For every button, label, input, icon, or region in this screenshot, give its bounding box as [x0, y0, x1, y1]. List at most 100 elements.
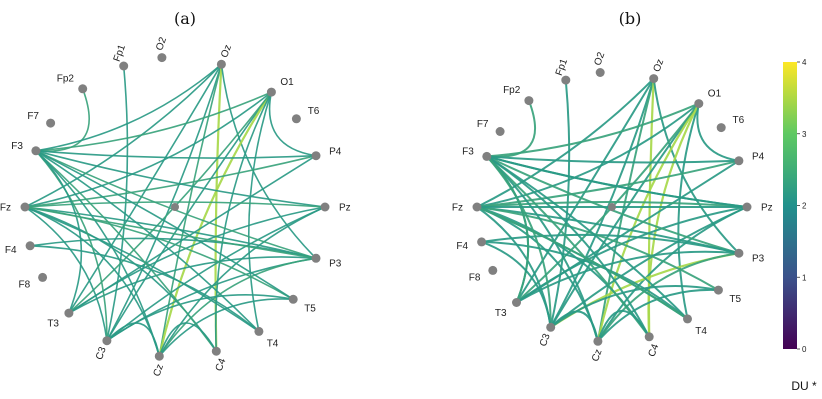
- edge-Pz-T3: [68, 206, 326, 314]
- node-label-P3: P3: [752, 254, 765, 265]
- edge-O1-C4: [214, 91, 273, 352]
- node-F8: [38, 272, 48, 282]
- node-label-F8: F8: [469, 273, 481, 284]
- edge-Oz-Cz: [596, 77, 655, 343]
- node-Pz: [742, 202, 752, 212]
- edge-F3-T3: [485, 155, 530, 304]
- edge-P3-T3: [68, 256, 317, 314]
- node-O1: [694, 99, 704, 109]
- edge-Pz-Cz: [596, 206, 748, 343]
- edge-P4-F3: [35, 150, 317, 159]
- edge-F4-T4: [480, 240, 689, 320]
- node-Cz: [154, 351, 164, 361]
- edge-P3-Cz: [596, 252, 740, 343]
- node-label-F3: F3: [462, 147, 474, 158]
- edge-O1-Cz: [596, 102, 700, 343]
- node-layer-a: Fp1 O2 Oz O1 T6 P4 Pz P3 T5 T4 C4 Cz C3 T3 F8 F4 Fz F3 F7 F…: [0, 35, 351, 378]
- node-label-Pz: Pz: [761, 203, 773, 214]
- edge-P3-Fz: [24, 206, 317, 260]
- edge-O1-P4: [696, 102, 740, 162]
- node-F7: [46, 118, 56, 128]
- edge-Cz-C3: [106, 322, 161, 357]
- connectivity-graph-b: Fp1 O2 Oz O1 T6 P4 Pz P3 T5 T4 C4 Cz C3 T3 F8 F4 Fz F3 F7 F…: [452, 50, 773, 363]
- edge-P4-Fz: [476, 159, 740, 208]
- node-label-T6: T6: [733, 115, 745, 126]
- node-T4: [254, 326, 264, 336]
- panel-a-label: (a): [174, 9, 196, 28]
- edge-O1-Cz: [158, 91, 273, 358]
- edge-Oz-C3: [106, 63, 223, 342]
- center-node: [608, 203, 616, 211]
- node-label-O1: O1: [280, 77, 294, 88]
- node-label-T4: T4: [267, 339, 279, 350]
- node-Oz: [649, 74, 659, 84]
- node-label-Fz: Fz: [0, 203, 11, 214]
- node-F3: [31, 146, 41, 156]
- edge-T5-Cz: [596, 288, 720, 343]
- edge-Fz-T4: [476, 206, 689, 320]
- node-Fp1: [561, 75, 571, 85]
- edge-Fp2-F3: [485, 99, 537, 158]
- node-label-Cz: Cz: [152, 363, 167, 378]
- node-O1: [266, 87, 276, 97]
- node-label-Fp2: Fp2: [503, 85, 521, 96]
- edge-O1-Fz: [476, 102, 700, 208]
- colorbar-tick-label: 4: [802, 58, 807, 67]
- node-F3: [482, 151, 492, 161]
- node-T6: [716, 123, 726, 133]
- node-label-Cz: Cz: [590, 348, 605, 363]
- edge-Cz-C3: [549, 310, 599, 343]
- node-O2: [157, 53, 167, 63]
- edge-Pz-F3: [35, 150, 326, 208]
- edge-T5-Fz: [476, 206, 720, 292]
- node-label-P3: P3: [329, 259, 342, 270]
- edge-Oz-P3: [220, 63, 317, 260]
- node-label-T5: T5: [729, 294, 741, 305]
- edge-Pz-C3: [106, 206, 326, 342]
- edge-Fz-P3: [24, 206, 317, 260]
- node-label-T6: T6: [308, 106, 320, 117]
- edge-T5-C3: [549, 285, 720, 329]
- edge-F3-Oz: [35, 63, 223, 152]
- node-F4: [477, 237, 487, 247]
- colorbar: 0 1 2 3 4 DU *: [783, 58, 817, 393]
- node-label-F8: F8: [19, 280, 31, 291]
- node-label-P4: P4: [329, 146, 342, 157]
- colorbar-ticks: 0 1 2 3 4: [797, 58, 807, 354]
- node-label-T3: T3: [47, 319, 59, 330]
- node-T6: [291, 114, 301, 124]
- edge-C4-F3: [35, 150, 218, 352]
- edge-T4-F3: [485, 155, 689, 320]
- node-label-O2: O2: [592, 50, 607, 67]
- edge-T5-Cz: [158, 298, 294, 357]
- node-F4: [25, 241, 35, 251]
- node-O2: [595, 68, 605, 77]
- node-C3: [546, 322, 556, 332]
- edge-F3-Pz: [485, 155, 748, 208]
- colorbar-tick-label: 0: [802, 345, 807, 354]
- edge-Oz-Cz: [158, 63, 223, 357]
- node-label-Oz: Oz: [219, 43, 234, 59]
- edge-O1-Fz: [24, 91, 273, 208]
- node-F8: [488, 265, 498, 275]
- node-Fz: [472, 202, 482, 212]
- colorbar-tick-label: 3: [802, 130, 807, 139]
- node-T5: [713, 285, 723, 295]
- node-C4: [644, 332, 654, 342]
- edge-C4-Cz: [596, 309, 651, 343]
- edge-layer-b: [476, 77, 748, 343]
- node-label-C4: C4: [214, 357, 229, 373]
- colorbar-unit-label: DU *: [791, 379, 817, 393]
- node-label-O1: O1: [708, 88, 722, 99]
- node-P3: [734, 248, 744, 258]
- edge-P4-Fz: [24, 154, 317, 208]
- edge-C3-F3: [35, 150, 108, 342]
- node-Fp1: [119, 61, 129, 71]
- edge-F4-C3: [480, 240, 552, 329]
- node-C4: [211, 346, 221, 356]
- node-T5: [288, 294, 298, 304]
- edge-O1-C4: [647, 102, 700, 338]
- edge-F4-T4: [29, 245, 260, 333]
- edge-Fp2-F3: [35, 88, 90, 153]
- panel-b-label: (b): [619, 9, 642, 28]
